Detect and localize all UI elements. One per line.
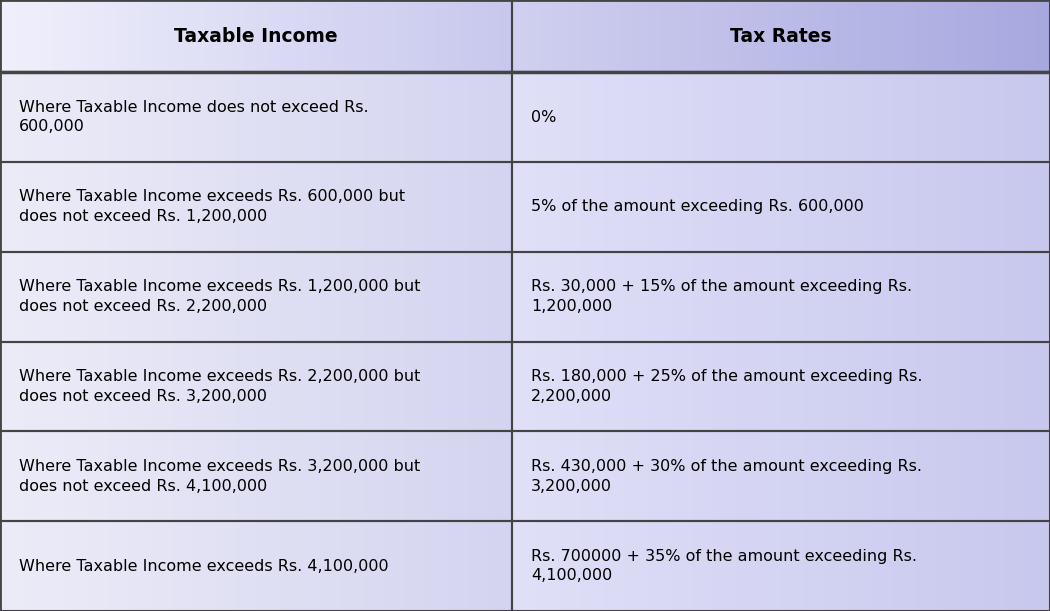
- Bar: [0, 0, 512, 72]
- Bar: [0, 252, 512, 342]
- Text: Tax Rates: Tax Rates: [731, 26, 832, 46]
- Bar: [512, 521, 1050, 611]
- Text: Rs. 30,000 + 15% of the amount exceeding Rs.
1,200,000: Rs. 30,000 + 15% of the amount exceeding…: [531, 279, 912, 314]
- Text: Where Taxable Income exceeds Rs. 2,200,000 but
does not exceed Rs. 3,200,000: Where Taxable Income exceeds Rs. 2,200,0…: [19, 369, 420, 404]
- Bar: [512, 72, 1050, 162]
- Bar: [512, 0, 1050, 72]
- Bar: [0, 431, 512, 521]
- Text: Where Taxable Income exceeds Rs. 1,200,000 but
does not exceed Rs. 2,200,000: Where Taxable Income exceeds Rs. 1,200,0…: [19, 279, 420, 314]
- Text: 0%: 0%: [531, 109, 556, 125]
- Text: Where Taxable Income exceeds Rs. 3,200,000 but
does not exceed Rs. 4,100,000: Where Taxable Income exceeds Rs. 3,200,0…: [19, 459, 420, 494]
- Text: Rs. 180,000 + 25% of the amount exceeding Rs.
2,200,000: Rs. 180,000 + 25% of the amount exceedin…: [531, 369, 923, 404]
- Text: Rs. 430,000 + 30% of the amount exceeding Rs.
3,200,000: Rs. 430,000 + 30% of the amount exceedin…: [531, 459, 922, 494]
- Bar: [0, 521, 512, 611]
- Bar: [0, 162, 512, 252]
- Text: Where Taxable Income exceeds Rs. 600,000 but
does not exceed Rs. 1,200,000: Where Taxable Income exceeds Rs. 600,000…: [19, 189, 405, 224]
- Bar: [512, 342, 1050, 431]
- Bar: [512, 252, 1050, 342]
- Bar: [512, 162, 1050, 252]
- Bar: [0, 342, 512, 431]
- Bar: [512, 431, 1050, 521]
- Text: Rs. 700000 + 35% of the amount exceeding Rs.
4,100,000: Rs. 700000 + 35% of the amount exceeding…: [531, 549, 918, 584]
- Text: Where Taxable Income does not exceed Rs.
600,000: Where Taxable Income does not exceed Rs.…: [19, 100, 369, 134]
- Text: 5% of the amount exceeding Rs. 600,000: 5% of the amount exceeding Rs. 600,000: [531, 199, 864, 214]
- Text: Taxable Income: Taxable Income: [174, 26, 338, 46]
- Bar: [0, 72, 512, 162]
- Text: Where Taxable Income exceeds Rs. 4,100,000: Where Taxable Income exceeds Rs. 4,100,0…: [19, 558, 388, 574]
